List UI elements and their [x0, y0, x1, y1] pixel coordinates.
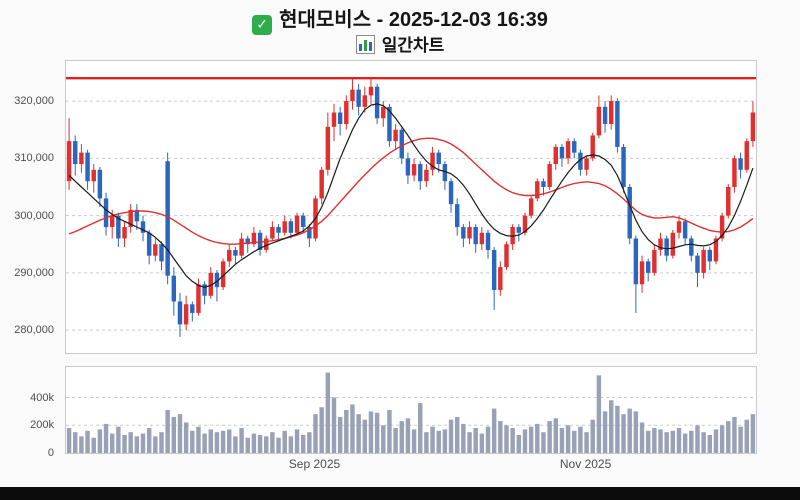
x-axis-labels: Sep 2025 Nov 2025 [65, 457, 755, 473]
price-axis-labels: 280,000 290,000 300,000 310,000 320,000 [0, 61, 60, 353]
bar-chart-icon [355, 35, 375, 54]
price-chart [66, 76, 756, 337]
price-chart-panel [65, 60, 757, 354]
volume-chart-panel [65, 366, 757, 454]
volume-chart [66, 372, 756, 453]
chart-subtitle: 일간차트 [0, 31, 800, 56]
volume-tick-label: 400k [30, 391, 54, 404]
volume-tick-label: 200k [30, 419, 54, 432]
price-tick-label: 300,000 [14, 209, 54, 222]
window-title: ✓ 현대모비스 - 2025-12-03 16:39 [0, 3, 800, 35]
x-tick-label: Nov 2025 [559, 457, 612, 471]
price-tick-label: 280,000 [14, 324, 54, 337]
price-tick-label: 320,000 [14, 95, 54, 108]
subtitle-text: 일간차트 [381, 36, 445, 55]
title-text: 현대모비스 - 2025-12-03 16:39 [279, 9, 548, 31]
price-tick-label: 290,000 [14, 266, 54, 279]
bottom-black-bar [0, 487, 800, 500]
check-icon: ✓ [252, 14, 273, 35]
volume-axis-labels: 0 200k 400k [0, 367, 60, 459]
volume-tick-label: 0 [47, 447, 54, 459]
price-tick-label: 310,000 [14, 152, 54, 165]
x-tick-label: Sep 2025 [288, 457, 341, 471]
